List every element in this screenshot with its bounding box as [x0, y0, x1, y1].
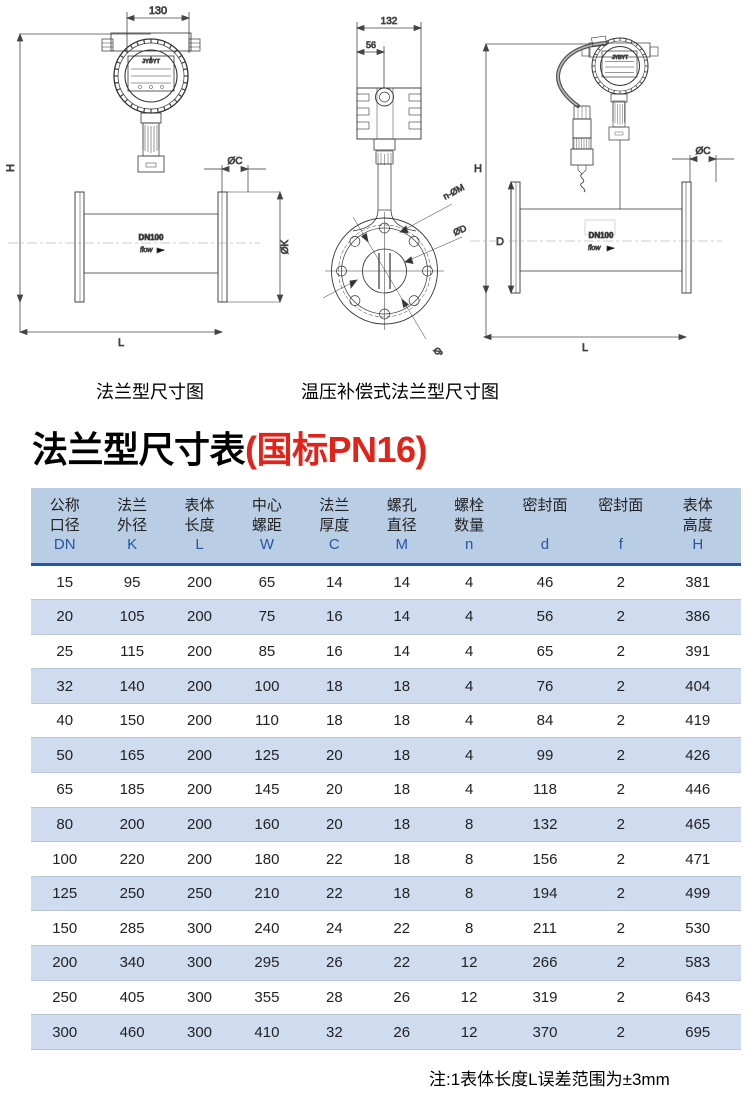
svg-text:flow: flow — [140, 247, 153, 254]
svg-text:L: L — [582, 342, 588, 354]
svg-text:D: D — [496, 236, 504, 248]
svg-text:ØW: ØW — [431, 345, 448, 355]
svg-text:JYBYT: JYBYT — [142, 59, 160, 65]
svg-text:flow: flow — [588, 245, 601, 252]
svg-text:H: H — [474, 163, 482, 175]
svg-text:DN100: DN100 — [139, 233, 164, 242]
svg-text:ØC: ØC — [696, 146, 711, 157]
svg-text:ØK: ØK — [280, 239, 291, 254]
svg-text:56: 56 — [366, 40, 376, 50]
svg-text:JYBYT: JYBYT — [612, 55, 628, 61]
svg-text:DN100: DN100 — [589, 231, 614, 240]
svg-text:132: 132 — [381, 16, 398, 27]
svg-text:H: H — [5, 164, 17, 172]
svg-text:L: L — [118, 337, 124, 349]
svg-text:130: 130 — [149, 5, 167, 17]
svg-text:ØC: ØC — [228, 156, 243, 167]
